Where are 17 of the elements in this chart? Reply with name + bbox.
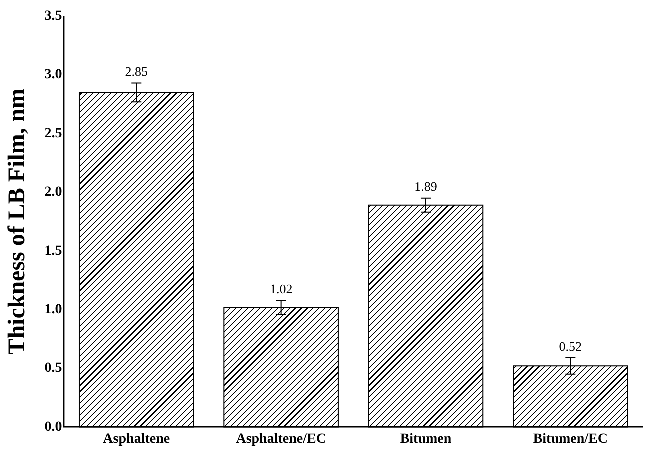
data-label: 2.85 [125, 64, 148, 80]
y-tick-label: 1.5 [44, 244, 62, 259]
data-label: 0.52 [559, 338, 582, 354]
y-tick-label: 2.5 [44, 126, 62, 142]
x-tick-label: Asphaltene/EC [236, 432, 326, 448]
y-tick-label: 1.0 [44, 302, 62, 318]
y-axis-title: Thickness of LB Film, nm [4, 88, 31, 355]
y-tick-label: 3.0 [44, 68, 62, 83]
data-label: 1.02 [270, 281, 293, 296]
x-tick-label: Bitumen [400, 432, 452, 448]
y-tick-label: 2.0 [44, 185, 62, 200]
y-tick-label: 3.5 [44, 9, 62, 24]
x-tick-label: Bitumen/EC [533, 432, 608, 448]
data-label: 1.89 [414, 179, 438, 194]
x-tick-label: Asphaltene [103, 432, 170, 448]
y-tick-label: 0.0 [44, 420, 62, 435]
y-tick-label: 0.5 [44, 361, 62, 376]
